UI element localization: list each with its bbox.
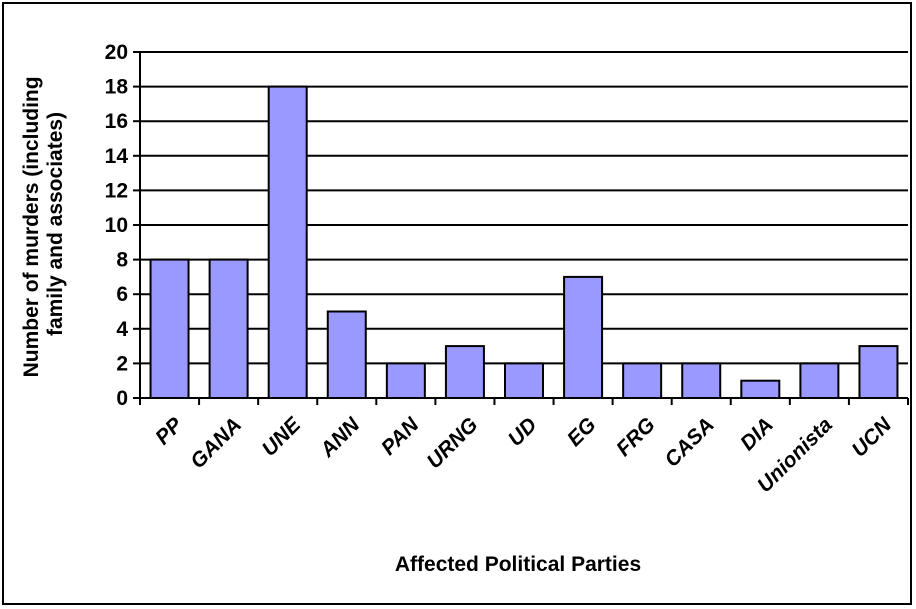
x-tick-label: URNG <box>422 413 482 473</box>
y-tick-label: 10 <box>105 214 128 237</box>
bar-unionista <box>799 362 840 399</box>
y-tick-label: 12 <box>105 179 128 202</box>
x-tick-label: UNE <box>258 413 306 461</box>
bar-urng <box>444 345 485 400</box>
x-tick-label: FRG <box>612 413 660 461</box>
y-tick-label: 8 <box>116 249 128 272</box>
bar-ud <box>504 362 544 399</box>
x-tick-label: PAN <box>377 413 424 460</box>
x-tick-label: DIA <box>736 413 778 455</box>
y-tick-label: 16 <box>105 110 128 133</box>
y-axis-title-line-1: Number of murders (including <box>20 76 43 377</box>
x-tick-labels: PP GANA UNE ANN PAN URNG UD EG FRG CASA DIAUnionis… <box>151 413 897 498</box>
gridlines <box>133 51 909 405</box>
axes <box>139 52 908 399</box>
y-axis-title-line-2: family and associates) <box>44 112 67 336</box>
x-tick-label: GANA <box>186 413 246 473</box>
y-tick-label: 2 <box>116 352 128 375</box>
bar-frg <box>622 362 663 399</box>
bar-pan <box>385 362 426 399</box>
x-tick-label: UCN <box>848 413 897 462</box>
x-tick-label: UD <box>504 413 542 451</box>
bar-ann <box>326 310 367 399</box>
bar-une <box>267 85 308 399</box>
y-tick-label: 14 <box>105 145 129 168</box>
y-tick-label: 4 <box>116 318 128 341</box>
x-tick-label: PP <box>151 413 188 450</box>
bar-ucn <box>858 345 899 400</box>
bar-dia <box>740 379 781 400</box>
bar-pp <box>149 258 190 399</box>
bar-eg <box>563 275 604 399</box>
y-tick-label: 20 <box>105 41 128 64</box>
y-tick-labels: 0 2 4 6 8 10 12 14 16 18 20 <box>105 41 129 410</box>
x-tick-label: CASA <box>660 413 718 471</box>
x-axis-title: Affected Political Parties <box>395 553 641 576</box>
x-tick-label: EG <box>563 413 601 451</box>
y-tick-label: 18 <box>105 76 129 99</box>
bars <box>149 85 899 400</box>
bar-casa <box>681 362 722 399</box>
bar-gana <box>208 258 249 399</box>
y-tick-label: 0 <box>116 387 128 410</box>
y-axis-title: Number of murders (including family and … <box>20 71 67 378</box>
x-tick-label: ANN <box>315 413 365 463</box>
y-tick-label: 6 <box>116 283 128 306</box>
